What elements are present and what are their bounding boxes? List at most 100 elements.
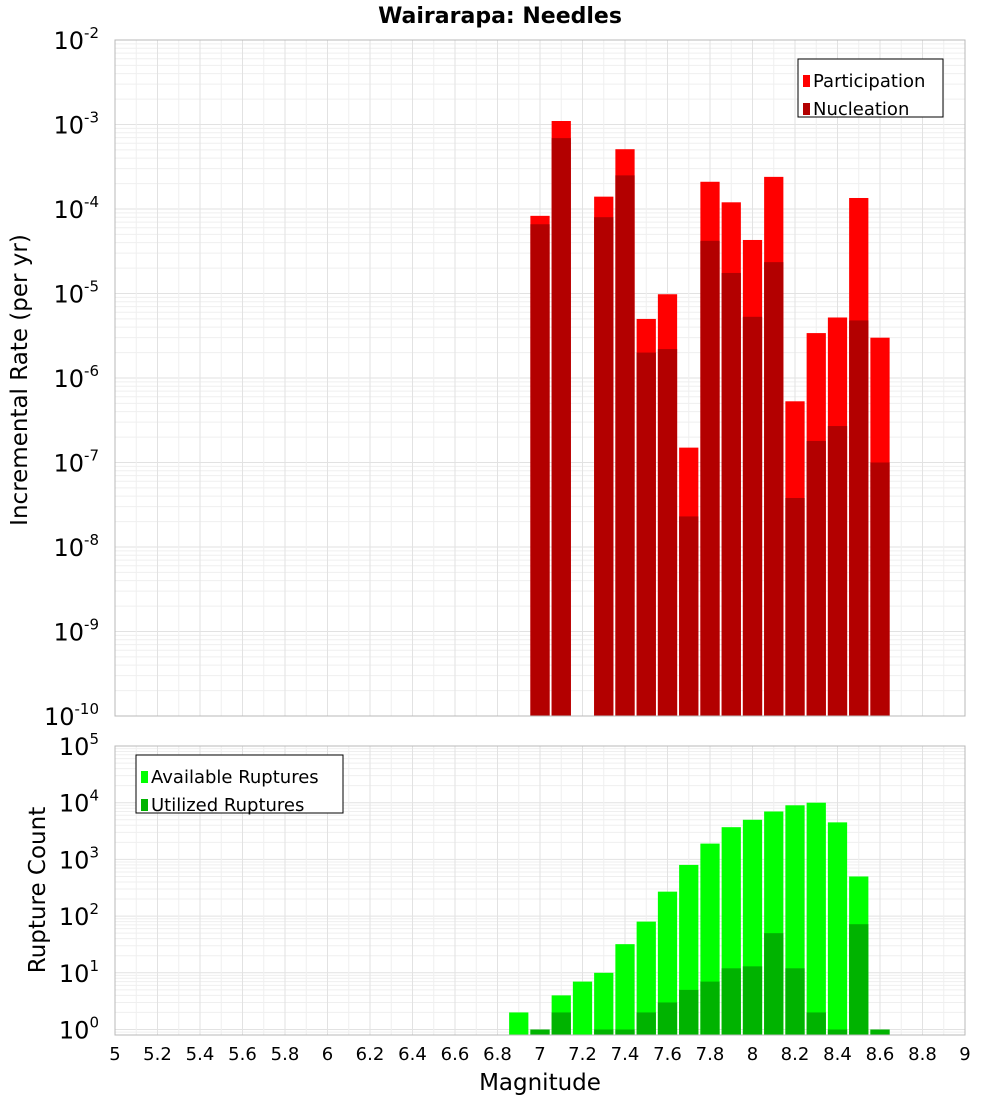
top-bar-series-2	[530, 224, 550, 716]
bottom-bar-series-1	[636, 921, 656, 1035]
bottom-y-axis-label: Rupture Count	[25, 807, 51, 973]
top-bar-series-2	[551, 138, 571, 716]
top-y-tick-label: 10-10	[44, 700, 99, 731]
bottom-bar-series-1	[615, 944, 635, 1035]
x-tick-label: 7.2	[568, 1044, 597, 1065]
bottom-plot-y-ticks: 100 101 102 103 104 105	[59, 730, 99, 1045]
top-y-tick-label: 10-9	[53, 616, 99, 647]
top-bar-series-2	[721, 272, 741, 716]
x-tick-label: 7.4	[611, 1044, 640, 1065]
bottom-bar-series-1	[594, 972, 614, 1035]
x-tick-label: 6.6	[441, 1044, 470, 1065]
bottom-y-tick-label: 100	[59, 1014, 99, 1045]
bottom-y-tick-label: 103	[59, 843, 99, 874]
top-plot-y-ticks: 10-10 10-9 10-8 10-7 10-6 10-5 10-4 10-3 10-2	[44, 24, 99, 731]
bottom-bar-series-2	[636, 1012, 656, 1035]
bottom-y-tick-label: 104	[59, 787, 99, 818]
bottom-bar-series-2	[870, 1029, 890, 1035]
x-tick-label: 5.8	[271, 1044, 300, 1065]
top-legend-label: Participation	[813, 71, 925, 92]
bottom-legend-box	[135, 754, 344, 814]
top-bar-series-2	[657, 349, 678, 716]
top-y-axis-label: Incremental Rate (per yr)	[7, 234, 33, 526]
top-bar-series-2	[700, 240, 720, 716]
x-tick-label: 7	[534, 1044, 545, 1065]
top-bar-series-2	[679, 516, 699, 716]
bottom-legend-label: Available Ruptures	[151, 767, 319, 788]
bottom-bar-series-2	[551, 1012, 571, 1035]
bottom-bar-series-1	[572, 981, 593, 1035]
x-tick-label: 9	[959, 1044, 970, 1065]
top-y-tick-label: 10-8	[53, 531, 99, 562]
bottom-bar-series-1	[806, 802, 826, 1035]
bottom-bar-series-2	[657, 1002, 678, 1035]
x-tick-label: 6.2	[356, 1044, 385, 1065]
bottom-bar-series-1	[509, 1012, 529, 1035]
bottom-legend-swatch	[141, 771, 148, 783]
top-y-tick-label: 10-6	[53, 362, 99, 393]
top-legend-swatch	[803, 103, 810, 115]
x-axis-ticks: 5 5.2 5.4 5.6 5.8 6 6.2 6.4 6.6 6.8 7 7.2 7.4 7.6 7.8 8…	[109, 1044, 970, 1065]
top-legend-box	[797, 58, 944, 118]
bottom-bar-series-2	[615, 1029, 635, 1035]
top-y-tick-label: 10-7	[53, 447, 99, 478]
top-bar-series-2	[785, 498, 805, 716]
x-tick-label: 6	[322, 1044, 333, 1065]
bottom-bar-series-2	[700, 981, 720, 1035]
bottom-y-tick-label: 102	[59, 900, 99, 931]
bottom-y-tick-label: 101	[59, 957, 99, 988]
bottom-y-tick-label: 105	[59, 730, 99, 761]
x-tick-label: 5	[109, 1044, 120, 1065]
x-tick-label: 5.4	[186, 1044, 215, 1065]
top-plot-bars	[530, 121, 890, 717]
bottom-bar-series-2	[849, 924, 869, 1035]
bottom-bar-series-2	[785, 968, 805, 1035]
bottom-legend: Available Ruptures Utilized Ruptures	[135, 754, 344, 816]
top-y-tick-label: 10-4	[53, 193, 99, 224]
top-y-tick-label: 10-2	[53, 24, 99, 55]
top-legend-label: Nucleation	[813, 99, 909, 120]
top-plot-area	[114, 39, 966, 717]
top-bar-series-2	[806, 440, 826, 716]
bottom-bar-series-1	[657, 891, 678, 1035]
bottom-bar-series-2	[742, 966, 763, 1035]
top-bar-series-2	[636, 352, 656, 716]
top-bar-series-2	[849, 320, 869, 716]
x-tick-label: 8.4	[823, 1044, 852, 1065]
top-bar-series-2	[594, 217, 614, 716]
x-tick-label: 5.6	[228, 1044, 257, 1065]
top-legend-swatch	[803, 75, 810, 87]
bottom-bar-series-2	[806, 1012, 826, 1035]
top-bar-series-2	[764, 262, 784, 716]
x-tick-label: 5.2	[143, 1044, 172, 1065]
bottom-plot-area	[114, 745, 966, 1036]
x-tick-label: 8.8	[908, 1044, 937, 1065]
x-tick-label: 8.2	[781, 1044, 810, 1065]
x-tick-label: 6.8	[483, 1044, 512, 1065]
x-axis-label: Magnitude	[479, 1070, 601, 1096]
x-tick-label: 7.6	[653, 1044, 682, 1065]
top-legend: Participation Nucleation	[797, 58, 944, 120]
bottom-bar-series-2	[679, 989, 699, 1035]
x-tick-label: 8.6	[866, 1044, 895, 1065]
bottom-bar-series-2	[827, 1029, 848, 1035]
top-bar-series-2	[870, 462, 890, 716]
top-bar-series-2	[827, 426, 848, 716]
top-y-tick-label: 10-5	[53, 278, 99, 309]
x-tick-label: 6.4	[398, 1044, 427, 1065]
x-tick-label: 7.8	[696, 1044, 725, 1065]
bottom-plot-bars	[509, 802, 890, 1035]
top-bar-series-2	[742, 316, 763, 716]
bottom-bar-series-1	[827, 822, 848, 1035]
bottom-bar-series-2	[721, 968, 741, 1035]
bottom-bar-series-2	[530, 1029, 550, 1035]
chart-title: Wairarapa: Needles	[378, 4, 622, 29]
x-tick-label: 8	[747, 1044, 758, 1065]
bottom-legend-label: Utilized Ruptures	[151, 795, 304, 816]
bottom-bar-series-2	[764, 933, 784, 1035]
top-y-tick-label: 10-3	[53, 109, 99, 140]
bottom-bar-series-2	[594, 1029, 614, 1035]
bottom-legend-swatch	[141, 799, 148, 811]
top-bar-series-2	[615, 175, 635, 716]
